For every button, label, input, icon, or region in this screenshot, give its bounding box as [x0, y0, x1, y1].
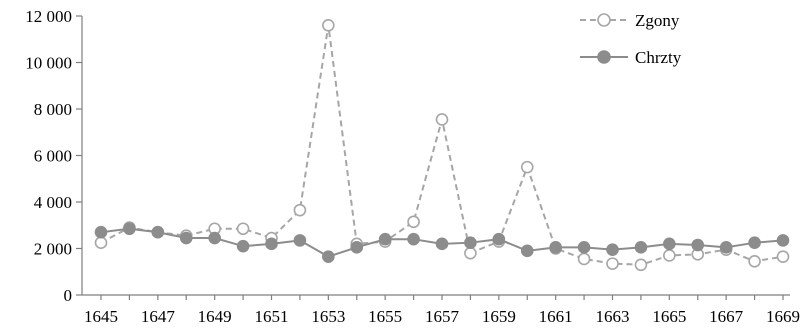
data-point-chrzty	[236, 239, 250, 253]
data-point-chrzty	[663, 237, 676, 251]
y-tick-label: 2 000	[34, 240, 72, 259]
data-point-zgony	[634, 258, 648, 272]
y-tick-label: 10 000	[25, 54, 72, 73]
data-point-zgony	[520, 160, 534, 174]
x-tick-label: 1667	[709, 307, 744, 326]
y-tick-label: 12 000	[25, 7, 72, 26]
data-point-chrzty	[350, 241, 364, 254]
data-point-chrzty	[265, 237, 278, 251]
data-point-chrzty	[378, 232, 392, 246]
data-point-zgony	[435, 113, 449, 126]
data-point-zgony	[663, 249, 676, 262]
data-point-zgony	[293, 203, 307, 217]
data-point-chrzty	[179, 231, 193, 245]
x-tick-label: 1645	[84, 307, 118, 326]
data-point-zgony	[776, 250, 790, 263]
data-point-chrzty	[322, 250, 335, 263]
axes: 0 2 000 4 000 6 000 8 000 10 000 12 000 1645 164…	[25, 7, 800, 326]
data-point-chrzty	[492, 232, 506, 246]
data-point-chrzty	[634, 241, 648, 254]
legend-marker-chrzty	[597, 50, 611, 64]
data-point-chrzty	[606, 243, 619, 256]
data-point-chrzty	[407, 232, 420, 246]
data-point-chrzty	[549, 241, 562, 254]
data-point-zgony	[606, 257, 619, 270]
data-point-chrzty	[748, 236, 761, 249]
x-tick-label: 1659	[482, 307, 516, 326]
legend-marker-zgony	[597, 13, 611, 27]
y-tick-label: 0	[64, 286, 73, 305]
x-tick-label: 1663	[596, 307, 630, 326]
x-tick-label: 1647	[141, 307, 176, 326]
x-tick-label: 1661	[539, 307, 573, 326]
data-point-zgony	[322, 18, 335, 32]
data-point-zgony	[94, 236, 108, 249]
data-point-chrzty	[691, 238, 705, 252]
y-tick-label: 6 000	[34, 147, 72, 166]
data-point-zgony	[577, 252, 591, 266]
legend-label-zgony: Zgony	[635, 11, 680, 30]
data-point-zgony	[464, 246, 477, 260]
data-point-chrzty	[293, 234, 307, 247]
data-point-chrzty	[94, 225, 108, 239]
data-point-chrzty	[123, 222, 136, 236]
data-point-chrzty	[776, 234, 790, 247]
data-point-chrzty	[208, 231, 221, 245]
x-tick-label: 1657	[425, 307, 460, 326]
legend-label-chrzty: Chrzty	[635, 48, 682, 67]
x-tick-label: 1665	[652, 307, 686, 326]
data-point-zgony	[236, 222, 250, 236]
data-point-chrzty	[520, 244, 534, 258]
x-tick-label: 1649	[198, 307, 232, 326]
series-layer	[94, 18, 790, 272]
data-point-chrzty	[577, 241, 591, 254]
x-tick-label: 1655	[368, 307, 402, 326]
data-point-chrzty	[435, 237, 449, 251]
data-point-chrzty	[151, 225, 165, 239]
data-point-chrzty	[719, 241, 733, 254]
legend: Zgony Chrzty	[580, 11, 682, 67]
y-tick-label: 8 000	[34, 100, 72, 119]
data-point-zgony	[407, 215, 420, 229]
x-tick-label: 1653	[311, 307, 345, 326]
data-point-chrzty	[464, 236, 477, 249]
data-point-zgony	[748, 254, 761, 268]
x-tick-label: 1651	[255, 307, 289, 326]
y-tick-label: 4 000	[34, 193, 72, 212]
x-tick-label: 1669	[766, 307, 800, 326]
